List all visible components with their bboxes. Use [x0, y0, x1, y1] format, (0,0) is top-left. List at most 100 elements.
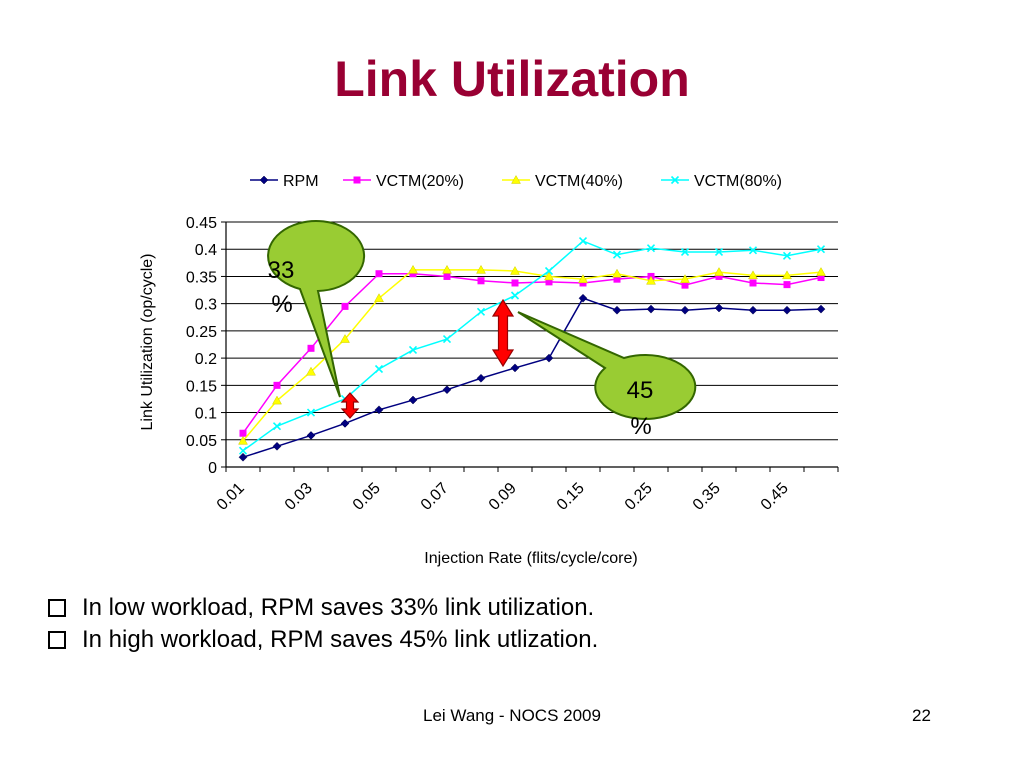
data-point — [544, 271, 554, 281]
data-point — [374, 405, 384, 415]
legend-marker — [259, 175, 269, 185]
legend-label: RPM — [283, 173, 319, 190]
y-tick-label: 0.05 — [186, 433, 217, 450]
data-point — [748, 246, 758, 255]
bullet-list: In low workload, RPM saves 33% link util… — [48, 592, 598, 656]
data-point — [238, 446, 248, 455]
data-point — [510, 265, 520, 275]
x-tick-labels: 0.01 0.03 0.05 0.07 0.09 0.15 0.25 0.35 0.45 — [214, 480, 792, 514]
data-point — [714, 267, 724, 276]
bullet-item: In high workload, RPM saves 45% link utl… — [48, 624, 598, 656]
y-tick-label: 0.2 — [195, 351, 217, 368]
data-point — [476, 307, 486, 316]
bullet-item: In low workload, RPM saves 33% link util… — [48, 592, 598, 624]
callout-33-unit: % — [271, 291, 292, 318]
y-tick-label: 0 — [208, 460, 217, 477]
y-tick-label: 0.1 — [195, 406, 217, 423]
x-tick-label: 0.03 — [282, 480, 316, 514]
data-point — [782, 305, 792, 315]
double-arrow-small — [340, 392, 360, 419]
data-point — [306, 431, 316, 440]
data-point — [748, 270, 758, 280]
data-point — [714, 303, 724, 313]
x-tick-label: 0.15 — [554, 480, 588, 514]
callout-45-bubble — [517, 311, 697, 420]
x-tick-label: 0.01 — [214, 480, 248, 514]
data-point — [612, 268, 622, 278]
bullet-text: In high workload, RPM saves 45% link utl… — [82, 626, 599, 653]
data-point — [272, 441, 282, 451]
data-point — [307, 344, 315, 352]
data-point — [749, 279, 757, 287]
data-point — [374, 293, 384, 302]
data-point — [239, 429, 247, 437]
legend-label: VCTM(40%) — [535, 173, 623, 190]
legend-marker — [511, 174, 521, 184]
data-point — [340, 419, 350, 428]
data-point — [476, 264, 486, 274]
y-tick-label: 0.45 — [186, 215, 217, 232]
data-point — [545, 278, 553, 286]
data-point — [272, 395, 282, 405]
data-point — [341, 302, 349, 310]
checkbox-bullet-icon — [48, 631, 66, 649]
data-point — [443, 272, 451, 280]
legend-label: VCTM(20%) — [376, 173, 464, 190]
x-tick-label: 0.07 — [418, 480, 452, 514]
data-point — [714, 247, 724, 257]
data-point — [680, 305, 690, 315]
data-point — [477, 277, 485, 285]
legend-item-rpm: RPM — [250, 173, 319, 190]
data-point — [238, 435, 248, 445]
callout-45-unit: % — [630, 413, 651, 440]
x-tick-label: 0.25 — [622, 480, 656, 514]
x-tick-label: 0.05 — [350, 480, 384, 514]
data-point — [476, 373, 486, 383]
series-vctm40 — [238, 264, 826, 445]
data-point — [715, 272, 723, 280]
page-number: 22 — [912, 706, 931, 725]
data-point — [613, 275, 621, 283]
y-tick-label: 0.4 — [195, 242, 217, 259]
series-line-vctm40 — [242, 269, 822, 442]
bullet-text: In low workload, RPM saves 33% link util… — [82, 594, 595, 621]
data-point — [340, 334, 350, 343]
data-point — [409, 270, 417, 278]
data-point — [612, 305, 622, 315]
y-tick-label: 0.3 — [195, 297, 217, 314]
data-point — [273, 381, 281, 389]
data-point — [782, 270, 792, 280]
series-line-vctm80 — [242, 240, 822, 452]
data-point — [579, 279, 587, 287]
data-point — [612, 250, 622, 259]
legend-item-vctm20: VCTM(20%) — [343, 173, 464, 190]
data-point — [544, 266, 554, 276]
data-point — [783, 281, 791, 289]
data-point — [816, 267, 826, 276]
series-rpm — [238, 293, 826, 462]
legend-label: VCTM(80%) — [694, 173, 782, 190]
data-point — [782, 251, 792, 260]
x-tick-label: 0.45 — [758, 480, 792, 514]
data-point — [816, 304, 826, 314]
x-tick-label: 0.35 — [690, 480, 724, 514]
callout-45-value: 45 — [627, 377, 654, 404]
data-point — [681, 281, 689, 289]
series-vctm80 — [238, 236, 826, 455]
data-point — [680, 247, 690, 257]
data-point — [510, 291, 520, 300]
data-point — [578, 274, 588, 283]
data-point — [408, 345, 418, 355]
legend: RPM VCTM(20%) VCTM(40%) VCTM(80%) — [250, 173, 782, 190]
double-arrow-large — [491, 298, 515, 368]
data-point — [442, 264, 452, 274]
callout-33-bubble — [267, 220, 366, 398]
slide-title: Link Utilization — [334, 51, 690, 107]
legend-marker — [670, 175, 680, 185]
data-point — [374, 364, 384, 374]
y-tick-label: 0.25 — [186, 324, 217, 341]
data-point — [511, 279, 519, 287]
x-tick-label: 0.09 — [486, 480, 520, 514]
legend-marker — [353, 176, 361, 184]
